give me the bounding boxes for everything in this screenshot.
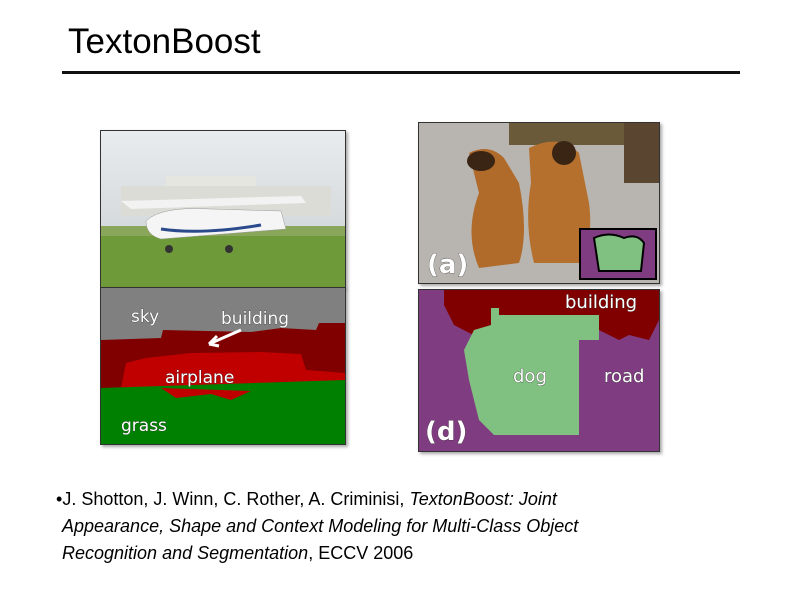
label-airplane: airplane: [165, 368, 234, 388]
slide-title: TextonBoost: [68, 22, 261, 61]
bullet: •: [56, 489, 63, 509]
label-building-d: building: [565, 292, 637, 313]
citation-venue: , ECCV 2006: [308, 543, 414, 563]
label-road: road: [604, 366, 644, 387]
citation: •J. Shotton, J. Winn, C. Rother, A. Crim…: [56, 486, 756, 567]
airplane-photo: [100, 130, 346, 288]
dog-segmentation: building dog road (d): [418, 289, 660, 452]
citation-title-1: TextonBoost: Joint: [409, 489, 557, 509]
airplane-segmentation: sky building airplane grass: [100, 287, 346, 445]
label-dog: dog: [513, 366, 547, 387]
dog-photo: (a): [418, 122, 660, 284]
label-panel-d: (d): [425, 417, 467, 447]
label-sky: sky: [131, 307, 159, 327]
title-divider: [62, 71, 740, 74]
arrow-icon: [207, 328, 242, 348]
label-building: building: [221, 309, 289, 329]
label-panel-a: (a): [427, 250, 468, 280]
citation-title-3: Recognition and Segmentation: [62, 543, 309, 563]
citation-title-2: Appearance, Shape and Context Modeling f…: [62, 516, 579, 536]
citation-authors: J. Shotton, J. Winn, C. Rother, A. Crimi…: [62, 489, 410, 509]
label-grass: grass: [121, 416, 167, 436]
